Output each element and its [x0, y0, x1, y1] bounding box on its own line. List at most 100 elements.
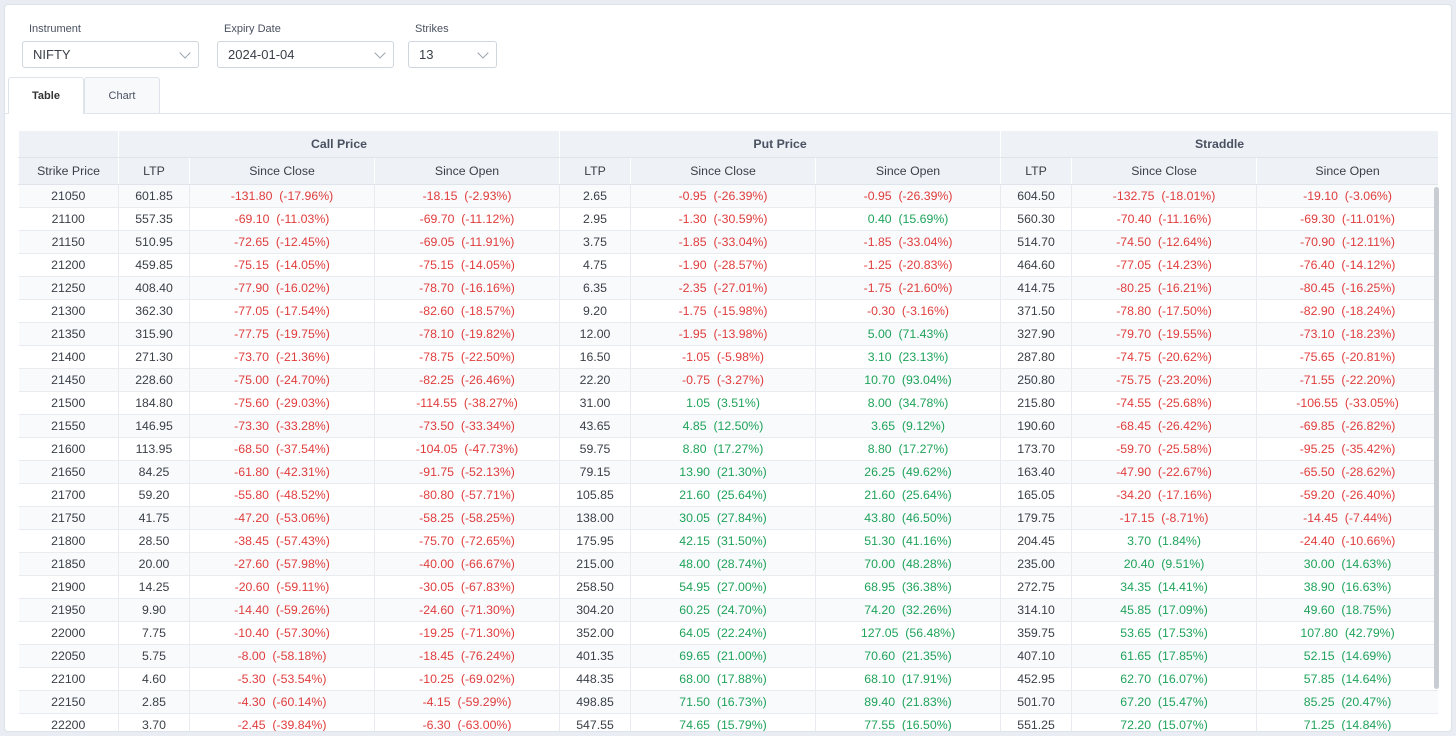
table-cell: 204.45	[1000, 529, 1073, 553]
table-cell: -10.25 (-69.02%)	[374, 667, 561, 691]
table-cell: 0.40 (15.69%)	[815, 207, 1002, 231]
table-cell: -73.30 (-33.28%)	[189, 414, 375, 438]
table-cell: -1.90 (-28.57%)	[630, 253, 817, 277]
table-cell: 3.65 (9.12%)	[815, 414, 1002, 438]
table-cell: -79.70 (-19.55%)	[1071, 322, 1258, 346]
table-row: 21700 59.20 -55.80 (-48.52%) -80.80 (-57.71…	[18, 483, 1438, 507]
table-cell: -34.20 (-17.16%)	[1071, 483, 1258, 507]
column-header[interactable]: Since Close	[630, 157, 817, 185]
table-cell: 53.65 (17.53%)	[1071, 621, 1258, 645]
table-cell: 72.20 (15.07%)	[1071, 713, 1258, 731]
table-row: 21950 9.90 -14.40 (-59.26%) -24.60 (-71.30%…	[18, 598, 1438, 622]
table-cell: 21.60 (25.64%)	[630, 483, 817, 507]
column-header[interactable]: LTP	[559, 157, 632, 185]
table-cell: -75.70 (-72.65%)	[374, 529, 561, 553]
column-header[interactable]: Since Open	[815, 157, 1002, 185]
table-cell: 557.35	[118, 207, 190, 231]
table-cell: 127.05 (56.48%)	[815, 621, 1002, 645]
table-cell: 448.35	[559, 667, 632, 691]
table-cell: 22000	[18, 621, 119, 645]
table-cell: -95.25 (-35.42%)	[1256, 437, 1438, 461]
table-cell: 71.25 (14.84%)	[1256, 713, 1438, 731]
strikes-label: Strikes	[415, 23, 449, 35]
column-header[interactable]: Since Close	[189, 157, 375, 185]
tab-table[interactable]: Table	[8, 77, 84, 114]
table-cell: 498.85	[559, 690, 632, 714]
expiry-control: Expiry Date 2024-01-04	[217, 23, 394, 68]
table-cell: 3.70 (1.84%)	[1071, 529, 1258, 553]
table-cell: 551.25	[1000, 713, 1073, 731]
table-cell: -10.40 (-57.30%)	[189, 621, 375, 645]
table-cell: 43.80 (46.50%)	[815, 506, 1002, 530]
table-cell: 21050	[18, 184, 119, 208]
table-cell: 215.00	[559, 552, 632, 576]
table-row: 21800 28.50 -38.45 (-57.43%) -75.70 (-72.65…	[18, 529, 1438, 553]
table-cell: -4.15 (-59.29%)	[374, 690, 561, 714]
strikes-select[interactable]: 13	[408, 41, 497, 68]
table-cell: -59.70 (-25.58%)	[1071, 437, 1258, 461]
column-header[interactable]: Since Open	[1256, 157, 1438, 185]
table-cell: 26.25 (49.62%)	[815, 460, 1002, 484]
table-cell: 175.95	[559, 529, 632, 553]
table-cell: 22200	[18, 713, 119, 731]
table-cell: -82.25 (-26.46%)	[374, 368, 561, 392]
table-cell: 12.00	[559, 322, 632, 346]
table-cell: -59.20 (-26.40%)	[1256, 483, 1438, 507]
table-cell: -75.15 (-14.05%)	[189, 253, 375, 277]
table-cell: -74.55 (-25.68%)	[1071, 391, 1258, 415]
vertical-scrollbar[interactable]	[1434, 187, 1439, 689]
column-header[interactable]: Since Open	[373, 157, 561, 185]
table-cell: 60.25 (24.70%)	[630, 598, 817, 622]
table-cell: 228.60	[118, 368, 190, 392]
table-cell: 501.70	[1000, 690, 1073, 714]
table-cell: 89.40 (21.83%)	[815, 690, 1002, 714]
table-cell: -69.85 (-26.82%)	[1256, 414, 1438, 438]
column-header[interactable]: LTP	[1000, 157, 1073, 185]
table-cell: 7.75	[118, 621, 190, 645]
option-chain-table-container[interactable]: Call Price Put Price Straddle Strike Pri…	[18, 130, 1438, 731]
table-row: 21500 184.80 -75.60 (-29.03%) -114.55 (-38.…	[18, 391, 1438, 415]
table-cell: -61.80 (-42.31%)	[189, 460, 375, 484]
table-row: 21350 315.90 -77.75 (-19.75%) -78.10 (-19.8…	[18, 322, 1438, 346]
table-cell: 287.80	[1000, 345, 1073, 369]
table-cell: -75.00 (-24.70%)	[189, 368, 375, 392]
table-cell: 21650	[18, 460, 119, 484]
table-cell: 560.30	[1000, 207, 1073, 231]
table-row: 21850 20.00 -27.60 (-57.98%) -40.00 (-66.67…	[18, 552, 1438, 576]
table-cell: -47.20 (-53.06%)	[189, 506, 375, 530]
table-cell: 362.30	[118, 299, 190, 323]
table-cell: 352.00	[559, 621, 632, 645]
table-cell: 215.80	[1000, 391, 1073, 415]
column-header[interactable]: Strike Price	[18, 157, 119, 185]
tab-chart[interactable]: Chart	[84, 77, 160, 113]
table-cell: -73.70 (-21.36%)	[189, 345, 375, 369]
table-cell: -38.45 (-57.43%)	[189, 529, 375, 553]
table-cell: -75.60 (-29.03%)	[189, 391, 375, 415]
table-cell: 452.95	[1000, 667, 1073, 691]
option-chain-table: Call Price Put Price Straddle Strike Pri…	[18, 130, 1438, 731]
table-cell: 74.65 (15.79%)	[630, 713, 817, 731]
table-cell: 138.00	[559, 506, 632, 530]
table-cell: 407.10	[1000, 644, 1073, 668]
table-cell: -19.10 (-3.06%)	[1256, 184, 1438, 208]
table-cell: -75.65 (-20.81%)	[1256, 345, 1438, 369]
expiry-select[interactable]: 2024-01-04	[217, 41, 394, 68]
expiry-value: 2024-01-04	[228, 47, 295, 62]
table-cell: -1.95 (-13.98%)	[630, 322, 817, 346]
table-cell: 21400	[18, 345, 119, 369]
table-row: 21750 41.75 -47.20 (-53.06%) -58.25 (-58.25…	[18, 506, 1438, 530]
table-row: 21450 228.60 -75.00 (-24.70%) -82.25 (-26.4…	[18, 368, 1438, 392]
table-cell: 57.85 (14.64%)	[1256, 667, 1438, 691]
table-cell: 2.95	[559, 207, 632, 231]
instrument-select[interactable]: NIFTY	[22, 41, 199, 68]
table-cell: 30.05 (27.84%)	[630, 506, 817, 530]
table-cell: -69.30 (-11.01%)	[1256, 207, 1438, 231]
table-cell: 165.05	[1000, 483, 1073, 507]
table-cell: 4.85 (12.50%)	[630, 414, 817, 438]
column-header[interactable]: Since Close	[1071, 157, 1258, 185]
table-cell: -0.95 (-26.39%)	[630, 184, 817, 208]
column-header[interactable]: LTP	[118, 157, 190, 185]
table-cell: -1.25 (-20.83%)	[815, 253, 1002, 277]
table-cell: 105.85	[559, 483, 632, 507]
table-cell: 1.05 (3.51%)	[630, 391, 817, 415]
